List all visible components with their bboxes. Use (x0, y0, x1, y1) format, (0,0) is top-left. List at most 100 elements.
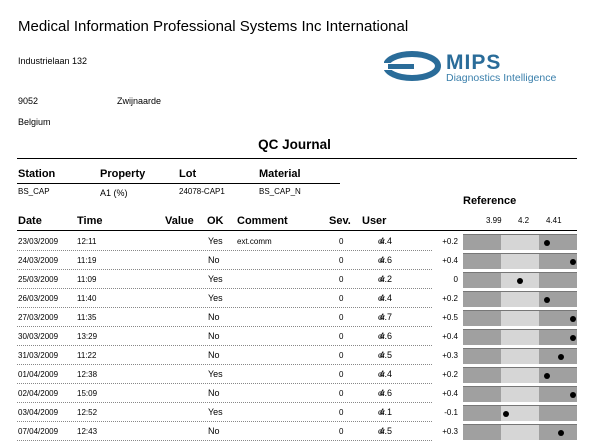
cell-user: or (378, 237, 386, 246)
col-sev: Sev. (329, 215, 351, 227)
cell-deviation: +0.2 (442, 294, 458, 303)
col-ok: OK (207, 215, 224, 227)
col-value: Value (165, 215, 194, 227)
address-city: Zwijnaarde (117, 96, 162, 106)
cell-sev: 0 (339, 408, 344, 417)
cell-deviation: +0.4 (442, 256, 458, 265)
cell-value: 4.6 (379, 255, 392, 265)
station-value: BS_CAP (18, 187, 50, 196)
company-name: Medical Information Professional Systems… (18, 18, 409, 35)
reference-bar (463, 253, 577, 269)
reference-range-band (501, 292, 539, 307)
cell-date: 25/03/2009 (18, 275, 59, 284)
cell-date: 27/03/2009 (18, 313, 59, 322)
cell-ok: No (208, 312, 220, 322)
cell-value: 4.1 (379, 407, 392, 417)
lot-label: Lot (179, 168, 197, 180)
col-comment: Comment (237, 215, 288, 227)
cell-user: or (378, 294, 386, 303)
cell-time: 11:19 (77, 256, 97, 265)
cell-user: or (378, 370, 386, 379)
reference-range-band (501, 368, 539, 383)
cell-value: 4.6 (379, 388, 392, 398)
row-separator (17, 383, 432, 384)
cell-deviation: +0.4 (442, 389, 458, 398)
value-marker (544, 297, 551, 303)
reference-range-band (501, 254, 539, 269)
cell-user: or (378, 389, 386, 398)
meta-divider (17, 183, 340, 184)
address-country: Belgium (18, 117, 51, 127)
cell-date: 26/03/2009 (18, 294, 59, 303)
reference-bar (463, 272, 577, 288)
value-marker (544, 373, 551, 379)
cell-sev: 0 (339, 256, 344, 265)
value-marker (557, 354, 564, 360)
cell-date: 03/04/2009 (18, 408, 59, 417)
cell-deviation: -0.1 (444, 408, 458, 417)
reference-bar (463, 234, 577, 250)
cell-date: 01/04/2009 (18, 370, 59, 379)
cell-ok: Yes (208, 407, 223, 417)
cell-ok: No (208, 426, 220, 436)
reference-bar (463, 348, 577, 364)
cell-user: or (378, 256, 386, 265)
cell-time: 12:11 (77, 237, 97, 246)
cell-ok: No (208, 388, 220, 398)
journal-title: QC Journal (258, 137, 331, 152)
cell-value: 4.4 (379, 369, 392, 379)
row-separator (17, 269, 432, 270)
row-separator (17, 288, 432, 289)
cell-user: or (378, 408, 386, 417)
cell-value: 4.5 (379, 426, 392, 436)
cell-ok: No (208, 350, 220, 360)
row-separator (17, 440, 432, 441)
cell-time: 11:22 (77, 351, 97, 360)
cell-date: 24/03/2009 (18, 256, 59, 265)
reference-bar (463, 329, 577, 345)
cell-ok: No (208, 331, 220, 341)
cell-deviation: +0.4 (442, 332, 458, 341)
reference-tick-low: 3.99 (486, 216, 502, 225)
row-separator (17, 345, 432, 346)
cell-user: or (378, 427, 386, 436)
property-value: A1 (%) (100, 188, 128, 198)
table-row: 31/03/2009 11:22 4.5 No 0 or +0.3 (0, 347, 589, 366)
row-separator (17, 250, 432, 251)
material-value: BS_CAP_N (259, 187, 301, 196)
value-marker (570, 335, 576, 341)
address-street: Industrielaan 132 (18, 56, 88, 66)
col-time: Time (77, 215, 103, 227)
cell-ok: No (208, 255, 220, 265)
table-row: 03/04/2009 12:52 4.1 Yes 0 or -0.1 (0, 404, 589, 423)
cell-deviation: +0.3 (442, 427, 458, 436)
logo-tagline: Diagnostics Intelligence (446, 72, 557, 84)
row-separator (17, 402, 432, 403)
cell-sev: 0 (339, 275, 344, 284)
table-row: 27/03/2009 11:35 4.7 No 0 or +0.5 (0, 309, 589, 328)
col-date: Date (18, 215, 42, 227)
cell-sev: 0 (339, 427, 344, 436)
logo-brand: MIPS (446, 51, 502, 74)
cell-value: 4.5 (379, 350, 392, 360)
material-label: Material (259, 168, 301, 180)
cell-sev: 0 (339, 313, 344, 322)
cell-sev: 0 (339, 237, 344, 246)
cell-deviation: 0 (453, 275, 458, 284)
cell-value: 4.4 (379, 236, 392, 246)
reference-range-band (501, 425, 539, 440)
cell-deviation: +0.3 (442, 351, 458, 360)
reference-title: Reference (463, 195, 517, 207)
table-row: 24/03/2009 11:19 4.6 No 0 or +0.4 (0, 252, 589, 271)
reference-tick-mid: 4.2 (518, 216, 530, 225)
col-user: User (362, 215, 387, 227)
row-separator (17, 326, 432, 327)
row-separator (17, 421, 432, 422)
station-label: Station (18, 168, 56, 180)
cell-date: 23/03/2009 (18, 237, 59, 246)
reference-range-band (501, 330, 539, 345)
reference-bar (463, 367, 577, 383)
table-row: 25/03/2009 11:09 4.2 Yes 0 or 0 (0, 271, 589, 290)
cell-deviation: +0.2 (442, 370, 458, 379)
value-marker (570, 316, 576, 322)
